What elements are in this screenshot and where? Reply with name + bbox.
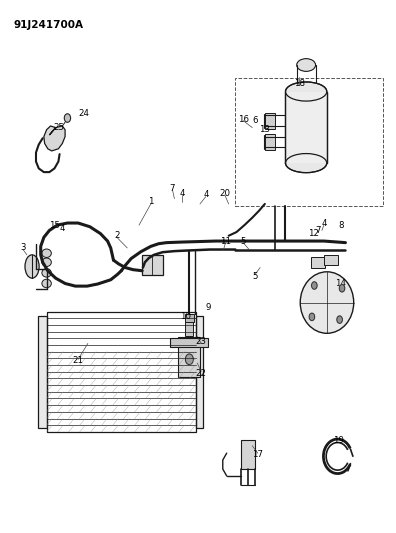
Bar (265, 134, 275, 150)
Text: 91J241700A: 91J241700A (13, 20, 83, 30)
Text: 22: 22 (196, 369, 207, 378)
Circle shape (309, 313, 315, 320)
Bar (241, 440, 255, 469)
Circle shape (312, 282, 317, 289)
Text: 10: 10 (180, 312, 191, 321)
Bar (185, 321, 193, 336)
Ellipse shape (300, 272, 354, 333)
Text: 24: 24 (78, 109, 89, 118)
Text: 12: 12 (308, 229, 320, 238)
Bar (311, 257, 325, 268)
Ellipse shape (42, 279, 51, 288)
Circle shape (339, 285, 345, 292)
Bar (196, 316, 203, 427)
Ellipse shape (286, 82, 327, 101)
Circle shape (185, 354, 193, 365)
Bar (38, 316, 47, 427)
Text: 18: 18 (294, 79, 305, 88)
Text: 19: 19 (333, 436, 344, 445)
Text: 23: 23 (196, 337, 207, 346)
Text: 11: 11 (220, 237, 231, 246)
Polygon shape (44, 126, 65, 151)
Text: 8: 8 (339, 221, 344, 230)
Bar (265, 113, 275, 128)
Text: 6: 6 (252, 116, 258, 125)
Text: 25: 25 (53, 123, 64, 132)
Text: 5: 5 (252, 271, 258, 280)
Text: 7: 7 (170, 183, 175, 192)
Ellipse shape (42, 249, 51, 257)
Text: 3: 3 (20, 244, 26, 253)
Text: 2: 2 (114, 231, 120, 240)
Bar (286, 92, 327, 163)
Ellipse shape (25, 255, 39, 278)
Text: 20: 20 (219, 189, 230, 198)
Ellipse shape (42, 258, 51, 266)
Bar (178, 337, 200, 377)
Ellipse shape (42, 269, 51, 277)
Text: 13: 13 (259, 125, 270, 134)
Text: 4: 4 (179, 189, 185, 198)
Bar (185, 314, 194, 321)
Text: 15: 15 (49, 221, 60, 230)
Circle shape (64, 114, 70, 122)
Bar (170, 337, 208, 347)
Bar (235, 78, 383, 206)
Text: 17: 17 (252, 450, 263, 459)
Text: 1: 1 (148, 197, 154, 206)
Ellipse shape (286, 154, 327, 173)
Text: 4: 4 (321, 219, 327, 228)
Text: 5: 5 (240, 237, 246, 246)
Text: 4: 4 (203, 190, 209, 199)
Text: 14: 14 (335, 279, 346, 288)
Ellipse shape (297, 59, 316, 71)
Text: 4: 4 (59, 224, 65, 233)
Bar (142, 255, 163, 275)
Text: 21: 21 (72, 357, 84, 366)
Bar (324, 255, 338, 265)
Text: 9: 9 (205, 303, 211, 312)
Text: 7: 7 (315, 226, 321, 235)
Bar (47, 312, 196, 432)
Circle shape (337, 316, 343, 324)
Text: 16: 16 (238, 115, 249, 124)
